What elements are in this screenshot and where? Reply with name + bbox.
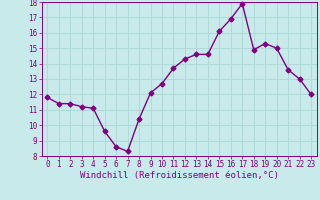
X-axis label: Windchill (Refroidissement éolien,°C): Windchill (Refroidissement éolien,°C) (80, 171, 279, 180)
